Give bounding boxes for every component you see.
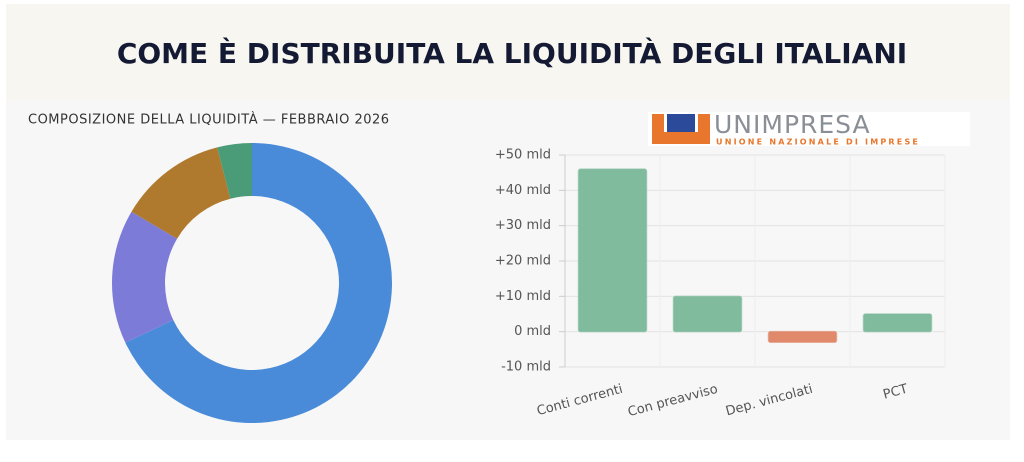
donut-slice	[131, 147, 231, 239]
y-tick-label: +40 mld	[495, 183, 551, 198]
donut-slice	[217, 143, 252, 199]
x-tick-label: PCT	[882, 382, 910, 403]
bar	[672, 295, 743, 333]
page-title: COME È DISTRIBUITA LA LIQUIDITÀ DEGLI IT…	[117, 36, 907, 70]
donut-slice	[111, 211, 178, 343]
logo-tagline: UNIONE NAZIONALE DI IMPRESE	[716, 138, 920, 147]
header-band	[6, 4, 1010, 100]
y-tick-label: -10 mld	[501, 360, 551, 375]
y-tick-label: 0 mld	[514, 324, 551, 339]
y-tick-label: +10 mld	[495, 289, 551, 304]
bar	[862, 313, 933, 333]
donut-slice	[125, 143, 392, 423]
logo-icon	[652, 114, 710, 144]
bar	[767, 330, 838, 344]
y-tick-label: +30 mld	[495, 218, 551, 233]
logo: UNIMPRESA UNIONE NAZIONALE DI IMPRESE	[648, 110, 970, 147]
logo-name: UNIMPRESA	[714, 110, 871, 139]
y-tick-label: +20 mld	[495, 254, 551, 269]
y-tick-label: +50 mld	[495, 148, 551, 163]
bar	[577, 168, 648, 333]
chart-title: COMPOSIZIONE DELLA LIQUIDITÀ — FEBBRAIO …	[28, 112, 390, 128]
logo-flag	[667, 114, 695, 132]
